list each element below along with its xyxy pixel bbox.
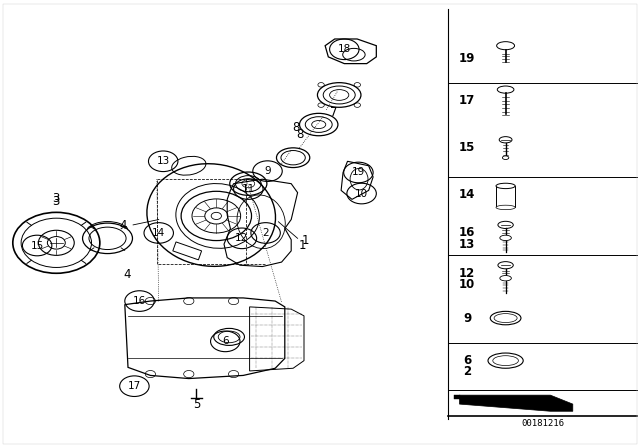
Text: 18: 18 <box>338 44 351 54</box>
Text: 6: 6 <box>463 354 471 367</box>
Text: 13: 13 <box>157 156 170 166</box>
Ellipse shape <box>496 183 515 189</box>
Text: 3: 3 <box>52 195 60 208</box>
Text: 00181216: 00181216 <box>521 419 564 428</box>
Text: 16: 16 <box>133 296 146 306</box>
Text: 15: 15 <box>459 141 476 155</box>
Text: 5: 5 <box>193 397 201 411</box>
Polygon shape <box>460 395 573 411</box>
Ellipse shape <box>498 221 513 228</box>
Text: 9: 9 <box>463 311 471 325</box>
Ellipse shape <box>490 311 521 325</box>
Ellipse shape <box>502 156 509 159</box>
Ellipse shape <box>500 276 511 281</box>
Ellipse shape <box>500 235 511 241</box>
Text: 17: 17 <box>128 381 141 391</box>
Polygon shape <box>454 395 460 399</box>
Text: 11: 11 <box>242 184 255 194</box>
Bar <box>496 186 515 207</box>
Text: 1: 1 <box>298 239 306 252</box>
Ellipse shape <box>496 205 515 210</box>
Text: 10: 10 <box>355 189 368 198</box>
Ellipse shape <box>494 314 517 323</box>
Text: 6: 6 <box>222 336 228 346</box>
Text: 10: 10 <box>459 278 476 291</box>
Ellipse shape <box>488 353 524 368</box>
Ellipse shape <box>499 137 512 143</box>
Text: 4: 4 <box>123 267 131 281</box>
Ellipse shape <box>497 42 515 50</box>
Text: 12: 12 <box>459 267 476 280</box>
Text: 4: 4 <box>119 219 127 232</box>
Text: 9: 9 <box>264 166 271 176</box>
Text: 2: 2 <box>463 365 471 379</box>
Text: 1: 1 <box>302 234 310 247</box>
Ellipse shape <box>497 86 514 93</box>
Text: 3: 3 <box>52 191 60 205</box>
Ellipse shape <box>493 356 518 366</box>
Text: 14: 14 <box>459 188 476 202</box>
Ellipse shape <box>498 262 513 269</box>
Text: 12: 12 <box>236 233 248 243</box>
Text: 19: 19 <box>352 168 365 177</box>
Text: 14: 14 <box>152 228 165 238</box>
Text: 7: 7 <box>330 106 338 120</box>
Text: 15: 15 <box>31 241 44 250</box>
Text: 13: 13 <box>459 237 476 251</box>
Text: 17: 17 <box>459 94 476 108</box>
Text: 8: 8 <box>292 121 300 134</box>
Text: 19: 19 <box>459 52 476 65</box>
Text: 16: 16 <box>459 226 476 240</box>
Text: 8: 8 <box>296 128 303 141</box>
Text: 2: 2 <box>262 228 269 238</box>
